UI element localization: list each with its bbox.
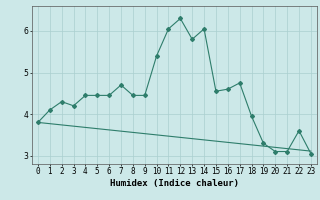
X-axis label: Humidex (Indice chaleur): Humidex (Indice chaleur) [110,179,239,188]
